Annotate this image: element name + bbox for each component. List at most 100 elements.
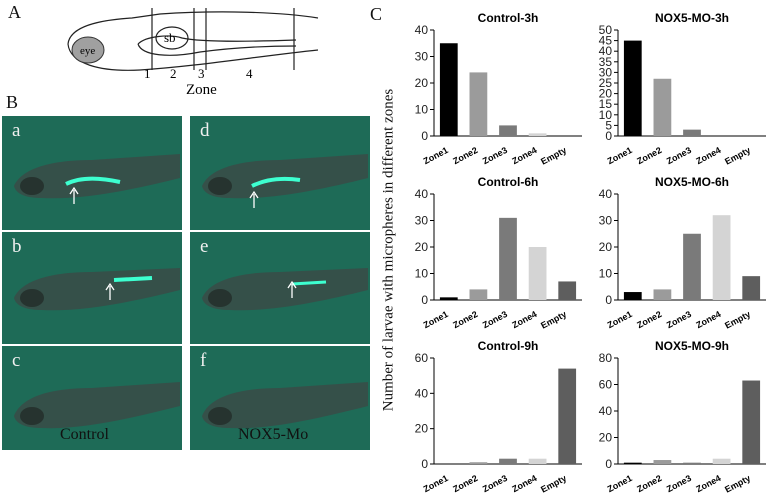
larva-zone-schematic: eye sb 1 2 3 4 Zone <box>67 8 319 96</box>
y-tick-label: 30 <box>599 214 613 228</box>
larva-image-a <box>14 154 180 204</box>
tile-letter-d: d <box>200 120 210 141</box>
bar-zone2 <box>653 460 672 464</box>
bar-zone4 <box>712 215 731 300</box>
bar-zone2 <box>653 289 672 300</box>
y-axis-label-container: Number of larvae with micropheres in dif… <box>372 40 406 460</box>
x-tick-label: Empty <box>723 309 752 330</box>
tile-letter-b: b <box>12 236 22 257</box>
bar-zone3 <box>499 125 517 136</box>
chart-title: Control-6h <box>478 175 539 189</box>
panel-label-a: A <box>8 2 21 22</box>
bar-empty <box>742 276 761 300</box>
bar-zone1 <box>623 462 642 464</box>
bar-empty <box>558 281 577 300</box>
fluorescence-tile-b: b <box>2 232 182 344</box>
y-tick-label: 40 <box>599 404 613 418</box>
panel-label-b: B <box>6 92 19 112</box>
bar-empty <box>742 380 761 464</box>
x-tick-label: Empty <box>539 473 568 494</box>
bar-chart-control-6h: Control-6h 0 10 20 30 40 Zone1 Zone2 Zone3 Zone4 E… <box>406 170 590 330</box>
group-label-nox5: NOX5-Mo <box>238 426 309 443</box>
x-tick-label: Zone2 <box>451 473 479 494</box>
x-tick-label: Zone4 <box>694 473 722 494</box>
bar-chart-nox5-6h: NOX5-MO-6h 0 10 20 30 40 Zone1 Zone2 Zone3 Zone4 E… <box>590 170 774 330</box>
tile-letter-a: a <box>12 120 21 141</box>
y-tick-label: 15 <box>599 97 613 111</box>
y-tick-label: 40 <box>415 386 429 400</box>
x-tick-label: Zone3 <box>665 309 693 330</box>
y-tick-label: 10 <box>599 267 613 281</box>
y-tick-label: 30 <box>415 214 429 228</box>
larva-image-b <box>14 268 180 311</box>
fluorescence-image-grid: a b c d e <box>0 112 374 452</box>
y-tick-label: 30 <box>415 50 429 64</box>
bar-zone3 <box>499 217 517 300</box>
eye-label: eye <box>80 45 95 57</box>
y-tick-label: 40 <box>415 187 429 201</box>
y-tick-label: 5 <box>605 118 612 132</box>
x-tick-label: Zone3 <box>481 309 509 330</box>
bar-chart-control-3h: Control-3h 0 10 20 30 40 Zone1 Zone2 Zone3 Zone4 E… <box>406 6 590 166</box>
y-tick-label: 20 <box>415 76 429 90</box>
fluorescence-tile-a: a <box>2 116 182 230</box>
fluorescence-tile-f: f <box>190 346 370 450</box>
zone-number-2: 2 <box>170 66 177 81</box>
bar-zone1 <box>623 292 642 300</box>
x-tick-label: Zone1 <box>422 145 450 166</box>
tile-letter-e: e <box>200 236 209 257</box>
sb-label: sb <box>164 30 176 45</box>
zone-title: Zone <box>186 82 217 96</box>
x-tick-label: Zone4 <box>694 145 722 166</box>
y-tick-label: 20 <box>599 240 613 254</box>
x-tick-label: Zone1 <box>606 145 634 166</box>
bar-chart-nox5-9h: NOX5-MO-9h 0 20 40 60 80 Zone1 Zone2 Zone3 Zone4 E… <box>590 334 774 494</box>
chart-svg: Control-3h 0 10 20 30 40 Zone1 Zone2 Zone3 Zone4 E… <box>415 11 582 166</box>
y-tick-label: 60 <box>415 351 429 365</box>
larva-image-f <box>202 382 368 429</box>
group-label-control: Control <box>60 426 109 443</box>
y-tick-label: 35 <box>599 55 613 69</box>
bar-zone2 <box>653 78 672 136</box>
chart-svg: Control-6h 0 10 20 30 40 Zone1 Zone2 Zone3 Zone4 E… <box>415 175 582 330</box>
tile-letter-f: f <box>200 350 207 371</box>
x-tick-label: Zone3 <box>481 145 509 166</box>
x-tick-label: Zone2 <box>635 473 663 494</box>
x-tick-label: Zone4 <box>510 309 538 330</box>
x-tick-label: Zone4 <box>510 473 538 494</box>
x-tick-label: Zone2 <box>451 309 479 330</box>
chart-title: Control-9h <box>478 339 539 353</box>
bar-chart-nox5-3h: NOX5-MO-3h 0 5 10 15 20 25 30 35 40 45 50 Zone1 Zone2… <box>590 6 774 166</box>
x-tick-label: Zone4 <box>694 309 722 330</box>
bar-zone4 <box>528 247 547 300</box>
x-tick-label: Zone3 <box>665 473 693 494</box>
chart-title: NOX5-MO-6h <box>655 175 729 189</box>
larva-image-c <box>14 382 180 429</box>
y-tick-label: 30 <box>599 65 613 79</box>
y-tick-label: 40 <box>415 23 429 37</box>
x-tick-label: Empty <box>723 473 752 494</box>
bar-zone2 <box>469 462 488 464</box>
y-tick-label: 0 <box>605 457 612 471</box>
y-tick-label: 25 <box>599 76 613 90</box>
chart-title: NOX5-MO-9h <box>655 339 729 353</box>
x-tick-label: Zone3 <box>481 473 509 494</box>
chart-title: NOX5-MO-3h <box>655 11 729 25</box>
chart-svg: Control-9h 0 20 40 60 Zone1 Zone2 Zone3 Zone4 Emp… <box>415 339 582 494</box>
larva-image-d <box>202 154 368 208</box>
tile-letter-c: c <box>12 350 21 371</box>
x-tick-label: Zone1 <box>422 473 450 494</box>
y-tick-label: 0 <box>605 129 612 143</box>
bar-chart-control-9h: Control-9h 0 20 40 60 Zone1 Zone2 Zone3 Zone4 Emp… <box>406 334 590 494</box>
chart-title: Control-3h <box>478 11 539 25</box>
x-tick-label: Empty <box>539 145 568 166</box>
y-tick-label: 10 <box>415 103 429 117</box>
y-tick-label: 20 <box>415 422 429 436</box>
x-tick-label: Zone1 <box>606 473 634 494</box>
zone-number-4: 4 <box>246 66 253 81</box>
bar-zone1 <box>439 297 458 300</box>
bar-zone1 <box>439 43 458 136</box>
bar-zone3 <box>499 458 517 464</box>
y-axis-label: Number of larvae with micropheres in dif… <box>380 88 397 412</box>
